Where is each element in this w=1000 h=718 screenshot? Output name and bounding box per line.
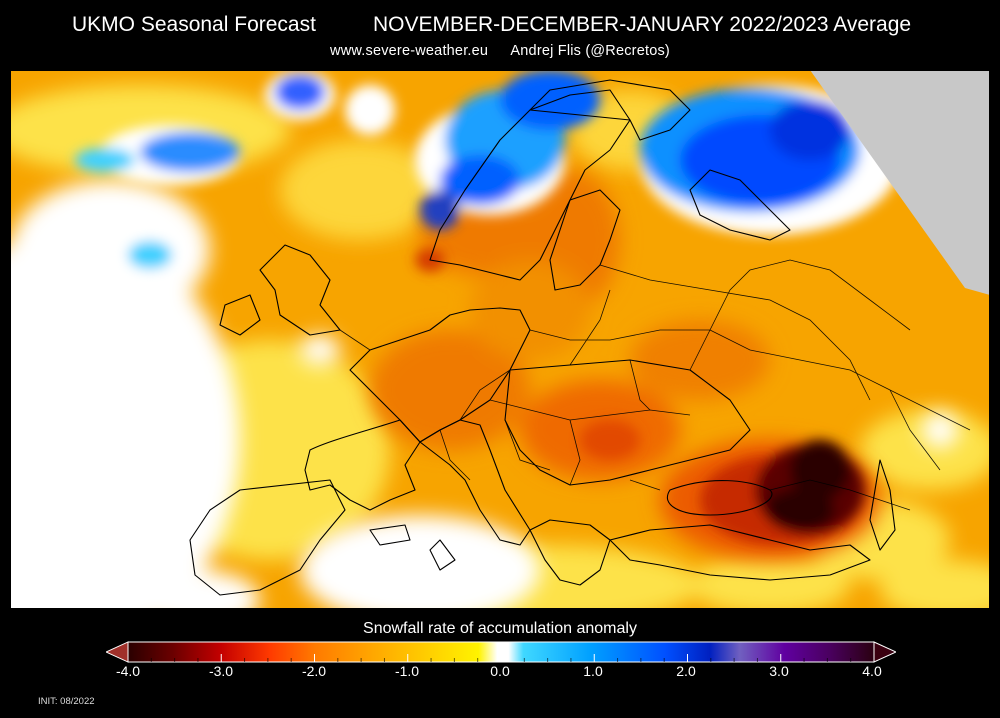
init-label: INIT: 08/2022 — [38, 696, 95, 707]
neutral-areas — [10, 180, 958, 609]
no-data-area — [810, 70, 990, 295]
colorbar-ticks: -4.0 -3.0 -2.0 -1.0 0.0 1.0 2.0 3.0 4.0 — [0, 663, 1000, 683]
colorbar-tick-label: 4.0 — [862, 663, 882, 679]
country-borders — [339, 259, 971, 511]
colorbar-tick-label: -4.0 — [115, 663, 141, 679]
title-right: NOVEMBER-DECEMBER-JANUARY 2022/2023 Aver… — [373, 13, 912, 36]
coastlines — [189, 79, 896, 596]
title-left: UKMO Seasonal Forecast — [72, 13, 316, 36]
colorbar-tick-label: 3.0 — [769, 663, 789, 679]
colorbar-tick-label: 2.0 — [676, 663, 696, 679]
colorbar-tick-label: -3.0 — [208, 663, 234, 679]
forecast-map — [10, 70, 990, 609]
positive-areas — [75, 70, 900, 277]
credits: www.severe-weather.eu Andrej Flis (@Recr… — [0, 43, 1000, 59]
colorbar-right-arrow — [873, 641, 896, 663]
author-credit: Andrej Flis (@Recretos) — [510, 43, 670, 59]
colorbar-tick-label: 0.0 — [490, 663, 510, 679]
colorbar-tick-label: -1.0 — [394, 663, 420, 679]
strong-negative-area — [415, 248, 865, 545]
colorbar — [106, 641, 896, 663]
colorbar-left-arrow — [106, 641, 129, 663]
colorbar-title: Snowfall rate of accumulation anomaly — [363, 620, 637, 637]
header: UKMO Seasonal Forecast NOVEMBER-DECEMBER… — [0, 0, 1000, 68]
website-credit: www.severe-weather.eu — [330, 43, 489, 59]
colorbar-tick-label: 1.0 — [583, 663, 603, 679]
colorbar-tick-label: -2.0 — [301, 663, 327, 679]
